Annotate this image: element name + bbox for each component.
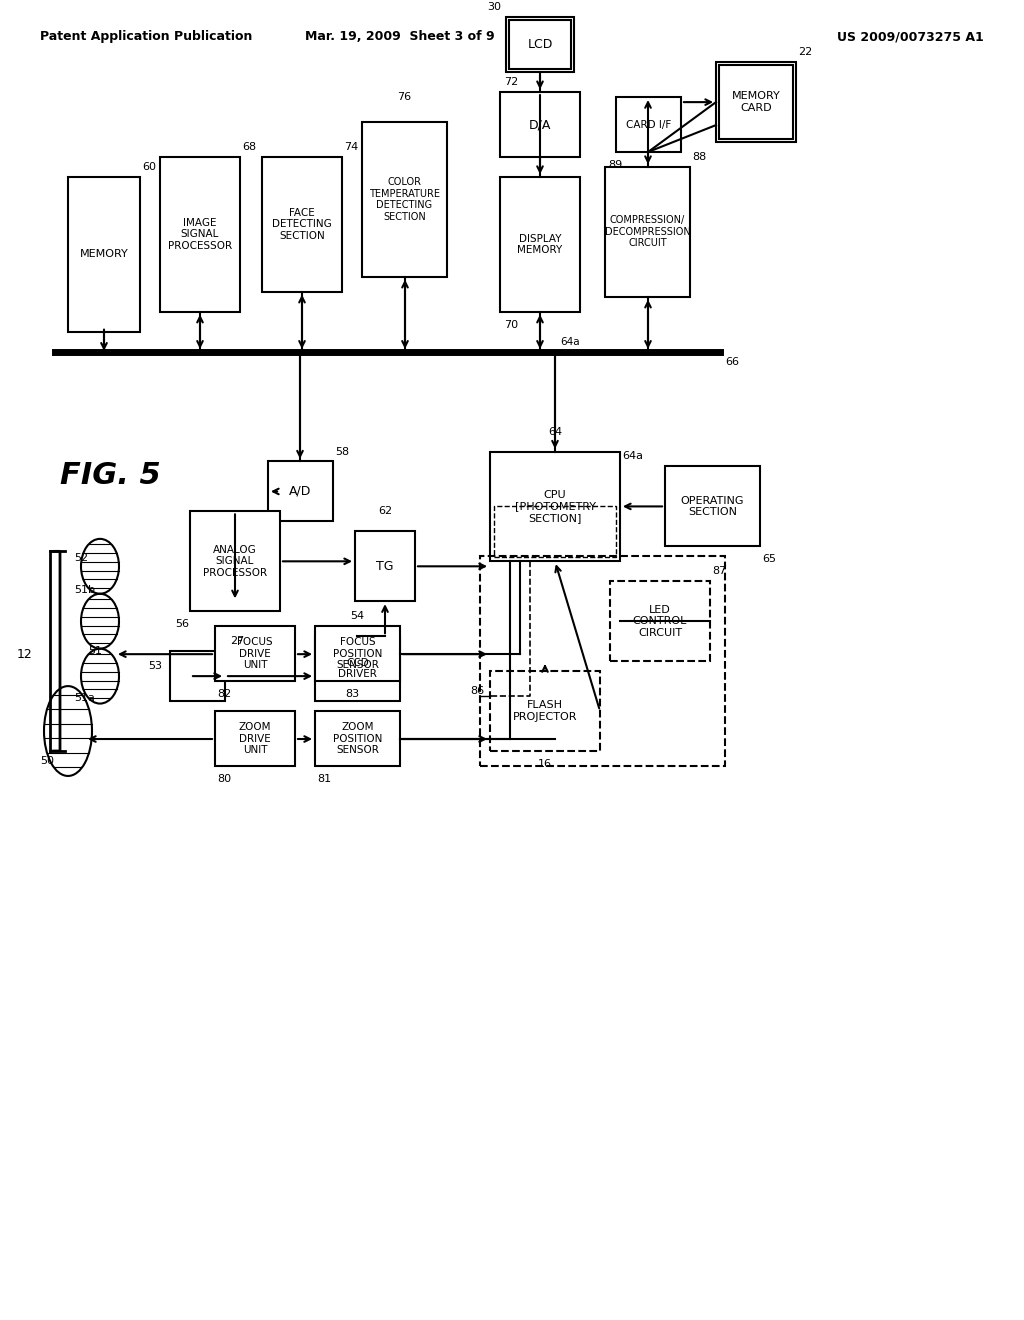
FancyBboxPatch shape	[315, 626, 400, 681]
Text: ANALOG
SIGNAL
PROCESSOR: ANALOG SIGNAL PROCESSOR	[203, 545, 267, 578]
Text: 82: 82	[217, 689, 231, 700]
Text: COMPRESSION/
DECOMPRESSION
CIRCUIT: COMPRESSION/ DECOMPRESSION CIRCUIT	[604, 215, 690, 248]
Text: CPU
[PHOTOMETRY
SECTION]: CPU [PHOTOMETRY SECTION]	[514, 490, 596, 523]
FancyBboxPatch shape	[362, 121, 447, 277]
Text: 64a: 64a	[560, 337, 580, 347]
Text: 66: 66	[725, 356, 739, 367]
Text: DISPLAY
MEMORY: DISPLAY MEMORY	[517, 234, 562, 255]
FancyBboxPatch shape	[215, 711, 295, 766]
Text: FIG. 5: FIG. 5	[60, 462, 161, 491]
Text: 65: 65	[762, 554, 776, 565]
FancyBboxPatch shape	[719, 65, 793, 139]
Text: 80: 80	[217, 774, 231, 784]
Text: 87: 87	[712, 566, 726, 577]
Text: 86: 86	[470, 686, 484, 696]
Text: FOCUS
DRIVE
UNIT: FOCUS DRIVE UNIT	[238, 638, 272, 671]
Text: ZOOM
DRIVE
UNIT: ZOOM DRIVE UNIT	[239, 722, 271, 755]
Text: Patent Application Publication: Patent Application Publication	[40, 30, 252, 44]
Text: MEMORY: MEMORY	[80, 249, 128, 259]
Text: 16: 16	[538, 759, 552, 770]
FancyBboxPatch shape	[355, 532, 415, 601]
Text: 51: 51	[88, 647, 102, 656]
FancyBboxPatch shape	[68, 177, 140, 331]
Text: 50: 50	[40, 756, 54, 766]
Text: 70: 70	[504, 319, 518, 330]
Text: 81: 81	[317, 774, 331, 784]
Text: FOCUS
POSITION
SENSOR: FOCUS POSITION SENSOR	[333, 638, 382, 671]
FancyBboxPatch shape	[262, 157, 342, 292]
FancyBboxPatch shape	[509, 20, 571, 69]
Text: 22: 22	[798, 48, 812, 57]
Text: 56: 56	[175, 619, 189, 630]
Text: 88: 88	[692, 152, 707, 162]
FancyBboxPatch shape	[160, 157, 240, 312]
Text: 83: 83	[345, 689, 359, 700]
FancyBboxPatch shape	[500, 177, 580, 312]
FancyBboxPatch shape	[315, 636, 400, 701]
Text: 64a: 64a	[622, 451, 643, 462]
Text: 58: 58	[335, 446, 349, 457]
Text: 30: 30	[487, 3, 501, 12]
Text: 76: 76	[397, 92, 412, 102]
FancyBboxPatch shape	[490, 671, 600, 751]
Text: CARD I/F: CARD I/F	[626, 120, 671, 129]
FancyBboxPatch shape	[268, 462, 333, 521]
Text: 89: 89	[608, 160, 623, 170]
Text: LCD: LCD	[527, 38, 553, 51]
Text: COLOR
TEMPERATURE
DETECTING
SECTION: COLOR TEMPERATURE DETECTING SECTION	[369, 177, 440, 222]
Text: ZOOM
POSITION
SENSOR: ZOOM POSITION SENSOR	[333, 722, 382, 755]
FancyBboxPatch shape	[494, 507, 616, 557]
Text: US 2009/0073275 A1: US 2009/0073275 A1	[838, 30, 984, 44]
Text: Mar. 19, 2009  Sheet 3 of 9: Mar. 19, 2009 Sheet 3 of 9	[305, 30, 495, 44]
Text: 51a: 51a	[74, 693, 95, 704]
FancyBboxPatch shape	[215, 626, 295, 681]
FancyBboxPatch shape	[506, 17, 574, 73]
Text: TG: TG	[376, 560, 394, 573]
Text: 62: 62	[378, 507, 392, 516]
Text: LED
CONTROL
CIRCUIT: LED CONTROL CIRCUIT	[633, 605, 687, 638]
Text: 60: 60	[142, 162, 156, 172]
Text: 72: 72	[504, 77, 518, 87]
Text: 53: 53	[148, 661, 162, 671]
Text: OPERATING
SECTION: OPERATING SECTION	[681, 495, 744, 517]
Text: 74: 74	[344, 143, 358, 152]
Text: 12: 12	[17, 648, 33, 661]
Text: 51b: 51b	[74, 585, 95, 595]
Text: FLASH
PROJECTOR: FLASH PROJECTOR	[513, 701, 578, 722]
Text: FACE
DETECTING
SECTION: FACE DETECTING SECTION	[272, 207, 332, 242]
FancyBboxPatch shape	[665, 466, 760, 546]
Text: CCD
DRIVER: CCD DRIVER	[338, 657, 377, 680]
FancyBboxPatch shape	[716, 62, 796, 143]
FancyBboxPatch shape	[490, 451, 620, 561]
FancyBboxPatch shape	[605, 168, 690, 297]
Text: 68: 68	[242, 143, 256, 152]
Text: A/D: A/D	[290, 484, 311, 498]
Text: 52: 52	[74, 553, 88, 564]
FancyBboxPatch shape	[190, 511, 280, 611]
Text: D/A: D/A	[528, 117, 551, 131]
Text: 27: 27	[230, 636, 245, 647]
Text: IMAGE
SIGNAL
PROCESSOR: IMAGE SIGNAL PROCESSOR	[168, 218, 232, 251]
FancyBboxPatch shape	[610, 581, 710, 661]
FancyBboxPatch shape	[315, 711, 400, 766]
Text: MEMORY
CARD: MEMORY CARD	[731, 91, 780, 114]
FancyBboxPatch shape	[616, 98, 681, 152]
Text: 54: 54	[350, 611, 365, 622]
Text: 64: 64	[548, 426, 562, 437]
Bar	[170, 651, 225, 701]
FancyBboxPatch shape	[500, 92, 580, 157]
